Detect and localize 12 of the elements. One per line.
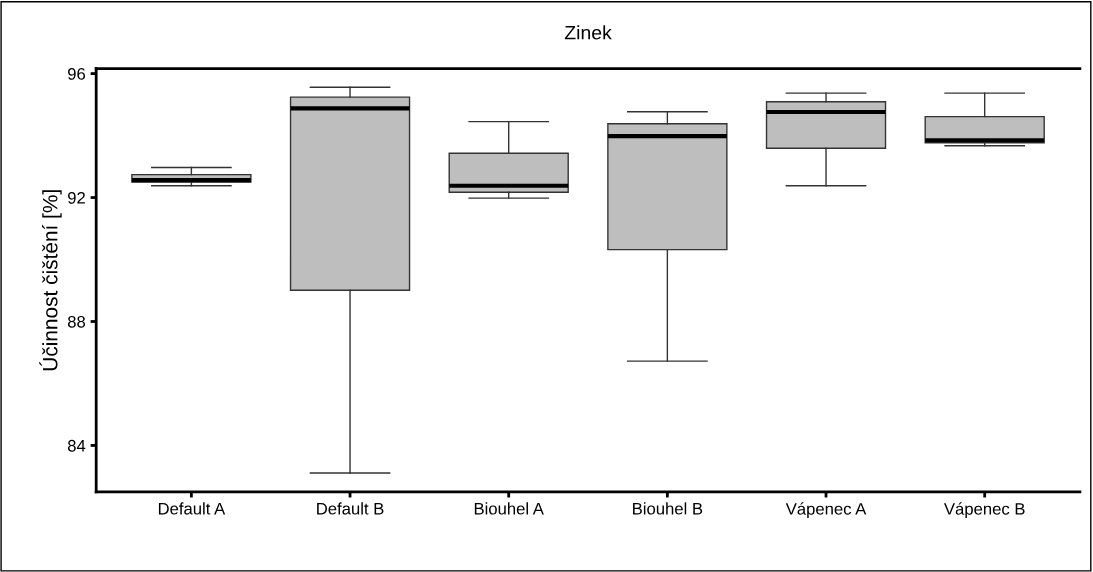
chart-title: Zinek [564,25,612,40]
y-tick-label: 92 [68,191,85,204]
x-tick-label: Default A [158,502,226,515]
y-tick-label: 84 [67,439,86,452]
y-axis-title: Účinnost čištění [%] [39,190,62,371]
y-tick-label: 88 [67,315,86,328]
x-tick-label: Biouhel A [474,502,544,515]
x-tick-label: Vápenec A [785,502,867,519]
x-tick-label: Biouhel B [633,502,703,515]
y-tick-label: 96 [68,68,86,80]
x-tick-label: Default B [317,502,384,515]
x-tick-label: Vápenec B [943,502,1025,519]
